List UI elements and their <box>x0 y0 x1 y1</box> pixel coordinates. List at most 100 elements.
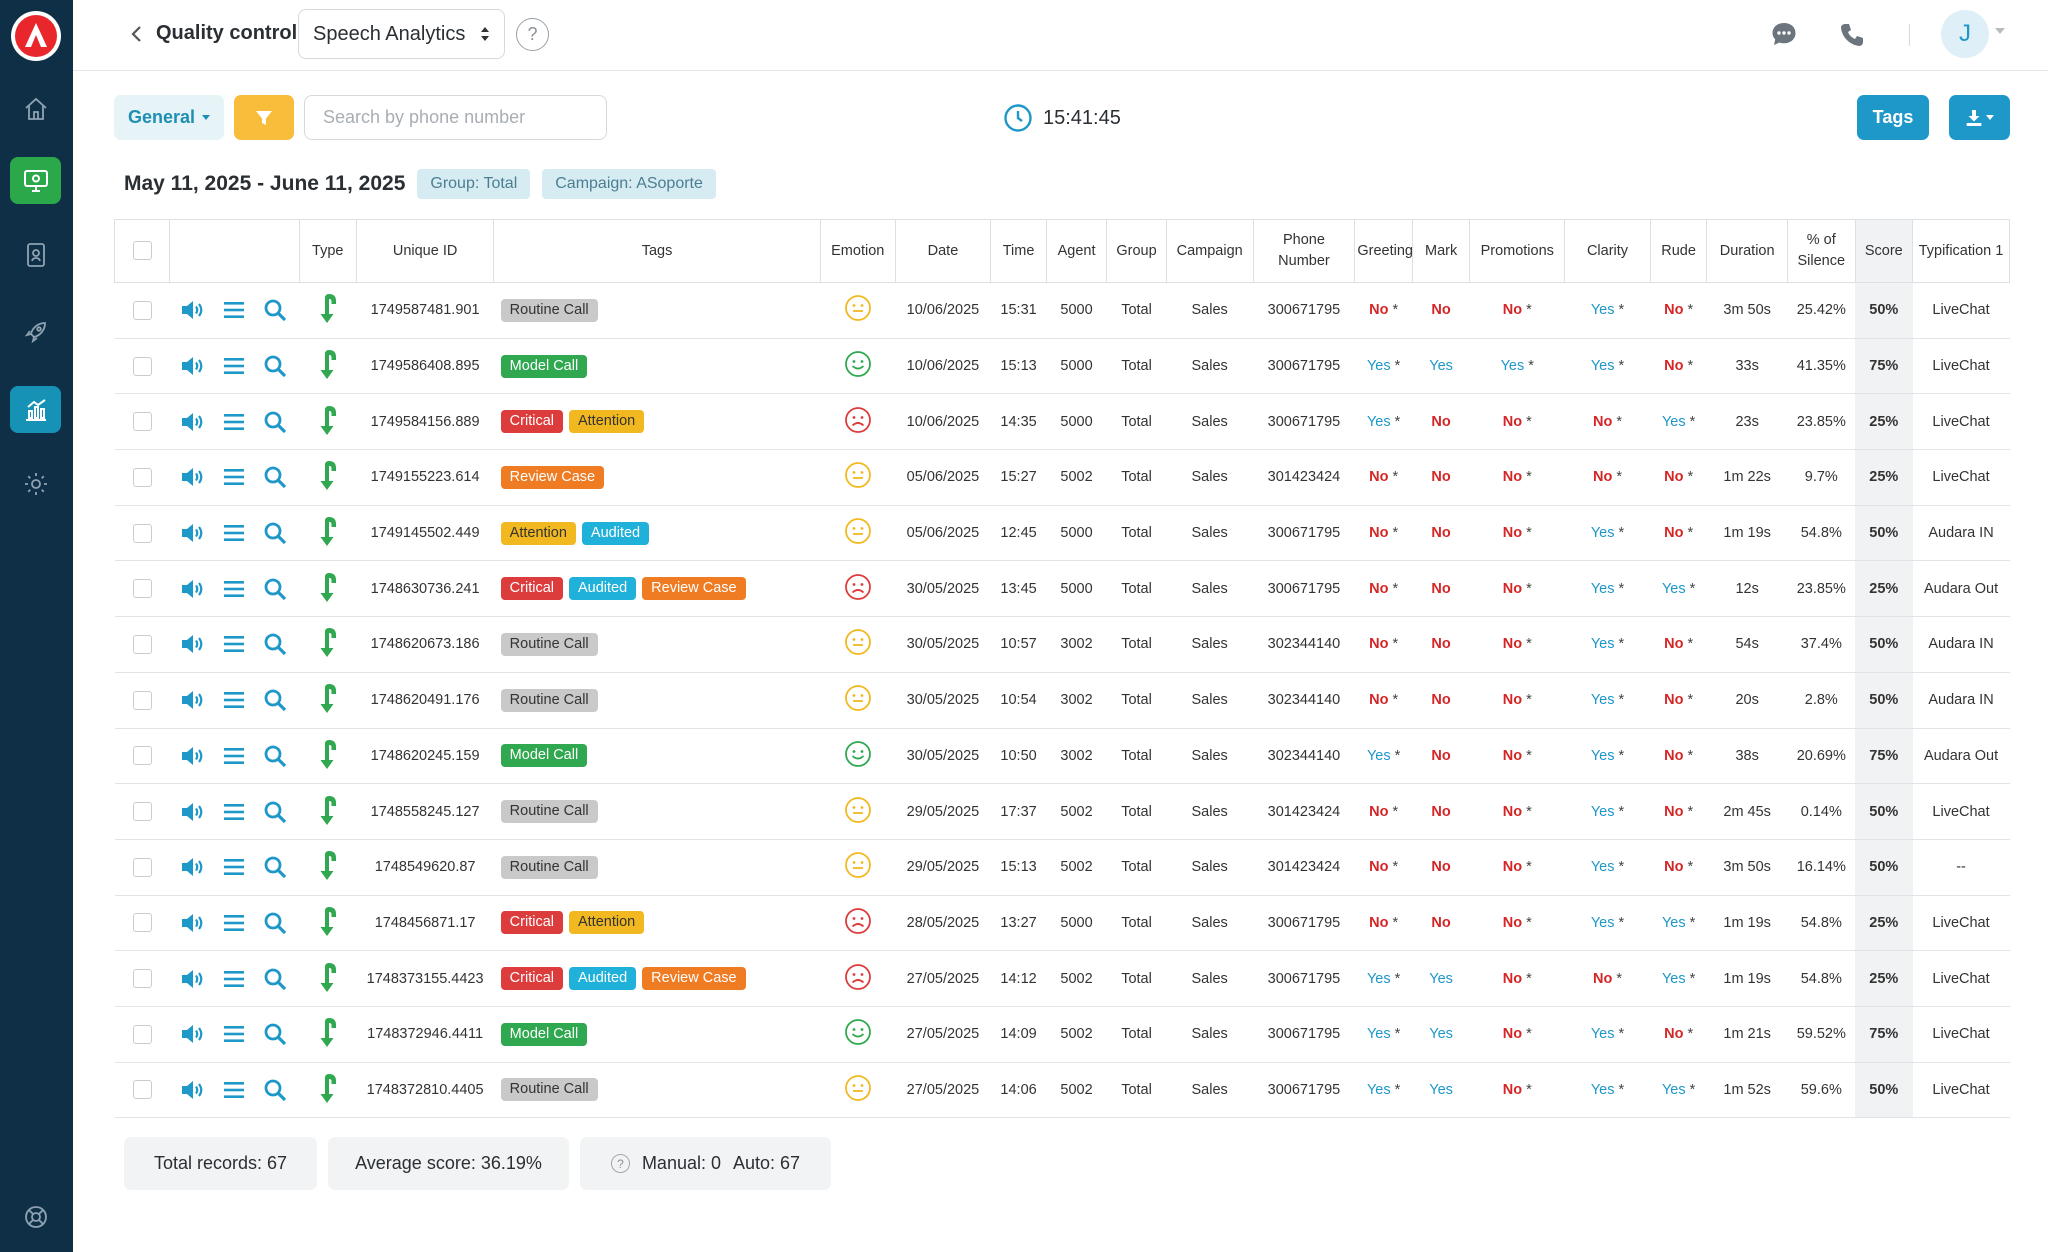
help-button[interactable]: ? <box>516 18 549 51</box>
table-row[interactable]: 1748620245.159 Model Call 30/05/2025 10:50 3… <box>114 728 2010 785</box>
header-emotion[interactable]: Emotion <box>819 219 896 283</box>
list-menu-icon[interactable] <box>220 1076 248 1104</box>
table-row[interactable]: 1748630736.241 Critical Audited Review Case… <box>114 560 2010 618</box>
row-checkbox[interactable] <box>132 579 152 599</box>
search-icon[interactable] <box>261 909 289 937</box>
search-icon[interactable] <box>261 630 289 658</box>
header-phone-number[interactable]: Phone Number <box>1252 219 1356 283</box>
row-checkbox[interactable] <box>132 802 152 822</box>
header-typification[interactable]: Typification 1 <box>1912 219 2010 283</box>
speaker-icon[interactable] <box>179 853 207 881</box>
speaker-icon[interactable] <box>179 798 207 826</box>
list-menu-icon[interactable] <box>220 630 248 658</box>
list-menu-icon[interactable] <box>220 463 248 491</box>
user-avatar[interactable]: J <box>1941 10 1989 58</box>
table-row[interactable]: 1748558245.127 Routine Call 29/05/2025 17:3… <box>114 783 2010 840</box>
search-icon[interactable] <box>261 575 289 603</box>
general-dropdown-button[interactable]: General <box>114 95 224 140</box>
speaker-icon[interactable] <box>179 352 207 380</box>
cell-select[interactable] <box>114 560 170 618</box>
tag-badge[interactable]: Review Case <box>642 577 746 601</box>
search-icon[interactable] <box>261 686 289 714</box>
speaker-icon[interactable] <box>179 742 207 770</box>
search-icon[interactable] <box>261 352 289 380</box>
list-menu-icon[interactable] <box>220 798 248 826</box>
select-all-checkbox[interactable] <box>132 241 152 261</box>
avatar-chevron-down-icon[interactable] <box>1995 28 2005 34</box>
cell-select[interactable] <box>114 338 170 395</box>
tag-badge[interactable]: Routine Call <box>500 688 598 712</box>
cell-select[interactable] <box>114 783 170 840</box>
table-row[interactable]: 1749155223.614 Review Case 05/06/2025 15:27… <box>114 449 2010 506</box>
table-row[interactable]: 1748373155.4423 Critical Audited Review Cas… <box>114 950 2010 1007</box>
list-menu-icon[interactable] <box>220 965 248 993</box>
row-checkbox[interactable] <box>132 467 152 487</box>
app-logo[interactable] <box>11 11 61 61</box>
row-checkbox[interactable] <box>132 634 152 654</box>
sidebar-item-analytics[interactable] <box>10 386 61 433</box>
cell-select[interactable] <box>114 1006 170 1063</box>
tag-badge[interactable]: Review Case <box>642 967 746 991</box>
list-menu-icon[interactable] <box>220 519 248 547</box>
table-row[interactable]: 1748372946.4411 Model Call 27/05/2025 14:09… <box>114 1006 2010 1063</box>
phone-icon[interactable] <box>1839 22 1865 48</box>
tag-badge[interactable]: Critical <box>500 967 563 991</box>
cell-select[interactable] <box>114 728 170 785</box>
download-dropdown-button[interactable] <box>1949 95 2010 140</box>
list-menu-icon[interactable] <box>220 408 248 436</box>
search-icon[interactable] <box>261 1020 289 1048</box>
tags-button[interactable]: Tags <box>1857 95 1929 140</box>
tag-badge[interactable]: Critical <box>500 577 563 601</box>
tag-badge[interactable]: Critical <box>500 410 563 434</box>
table-row[interactable]: 1748456871.17 Critical Attention 28/05/2025… <box>114 895 2010 952</box>
search-icon[interactable] <box>261 408 289 436</box>
header-time[interactable]: Time <box>990 219 1047 283</box>
header-unique-id[interactable]: Unique ID <box>356 219 495 283</box>
sidebar-item-monitor[interactable] <box>10 157 61 204</box>
list-menu-icon[interactable] <box>220 909 248 937</box>
tag-badge[interactable]: Routine Call <box>500 855 598 879</box>
header-group[interactable]: Group <box>1106 219 1167 283</box>
list-menu-icon[interactable] <box>220 1020 248 1048</box>
list-menu-icon[interactable] <box>220 296 248 324</box>
speaker-icon[interactable] <box>179 630 207 658</box>
row-checkbox[interactable] <box>132 1080 152 1100</box>
speaker-icon[interactable] <box>179 296 207 324</box>
header-agent[interactable]: Agent <box>1045 219 1108 283</box>
speaker-icon[interactable] <box>179 909 207 937</box>
search-icon[interactable] <box>261 798 289 826</box>
tag-badge[interactable]: Model Call <box>500 354 588 378</box>
header-date[interactable]: Date <box>894 219 992 283</box>
tag-badge[interactable]: Critical <box>500 911 563 935</box>
header-rude[interactable]: Rude <box>1649 219 1708 283</box>
speaker-icon[interactable] <box>179 1076 207 1104</box>
tag-badge[interactable]: Attention <box>568 911 645 935</box>
search-icon[interactable] <box>261 519 289 547</box>
search-icon[interactable] <box>261 463 289 491</box>
tag-badge[interactable]: Audited <box>568 577 637 601</box>
module-select[interactable]: Speech Analytics <box>298 9 505 59</box>
table-row[interactable]: 1749586408.895 Model Call 10/06/2025 15:13 5… <box>114 338 2010 395</box>
header-type[interactable]: Type <box>298 219 358 283</box>
tag-badge[interactable]: Routine Call <box>500 632 598 656</box>
back-arrow-icon[interactable] <box>125 22 149 46</box>
header-greeting[interactable]: Greeting <box>1354 219 1413 283</box>
header-score[interactable]: Score <box>1854 219 1914 283</box>
tag-badge[interactable]: Routine Call <box>500 298 598 322</box>
row-checkbox[interactable] <box>132 523 152 543</box>
row-checkbox[interactable] <box>132 356 152 376</box>
table-row[interactable]: 1748620491.176 Routine Call 30/05/2025 10:5… <box>114 672 2010 729</box>
row-checkbox[interactable] <box>132 412 152 432</box>
row-checkbox[interactable] <box>132 690 152 710</box>
help-icon[interactable]: ? <box>610 1154 630 1173</box>
filter-button[interactable] <box>234 95 294 140</box>
row-checkbox[interactable] <box>132 969 152 989</box>
cell-select[interactable] <box>114 895 170 952</box>
sidebar-item-contacts[interactable] <box>10 231 61 278</box>
cell-select[interactable] <box>114 449 170 506</box>
row-checkbox[interactable] <box>132 857 152 877</box>
cell-select[interactable] <box>114 839 170 896</box>
cell-select[interactable] <box>114 282 170 339</box>
speaker-icon[interactable] <box>179 686 207 714</box>
table-row[interactable]: 1748372810.4405 Routine Call 27/05/2025 14:… <box>114 1062 2010 1119</box>
